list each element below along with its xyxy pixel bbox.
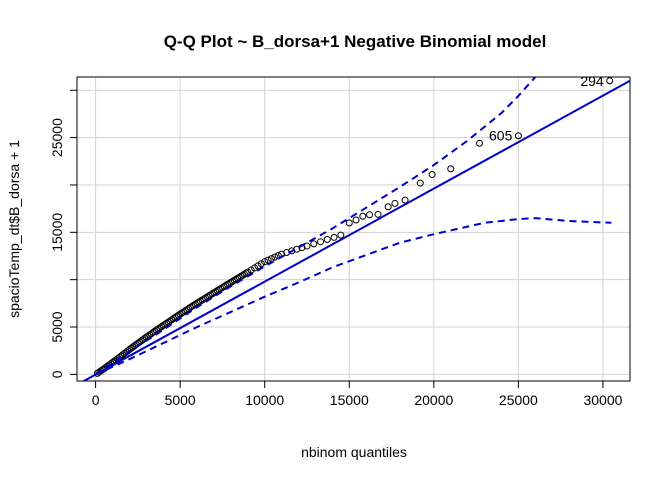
data-point: [242, 269, 250, 277]
lower-envelope-line: [95, 217, 612, 376]
data-point: [323, 236, 331, 244]
reference-line: [81, 79, 630, 381]
y-tick-label: 25000: [49, 118, 65, 157]
data-point: [447, 165, 455, 173]
x-tick-label: 15000: [330, 392, 369, 408]
data-point: [208, 290, 216, 298]
data-point: [210, 289, 218, 297]
x-tick-label: 10000: [245, 392, 284, 408]
data-point: [288, 247, 296, 255]
data-point: [374, 210, 382, 218]
data-point: [337, 231, 345, 239]
plot-frame: [76, 76, 631, 382]
data-point: [416, 179, 424, 187]
data-point: [230, 276, 238, 284]
data-point: [198, 296, 206, 304]
data-point: [428, 171, 436, 179]
data-point: [401, 196, 409, 204]
data-point: [264, 256, 272, 264]
data-point: [232, 275, 240, 283]
data-point: [271, 253, 279, 261]
grid-lines: [77, 77, 630, 381]
data-point: [303, 242, 311, 250]
data-point: [384, 203, 392, 211]
data-point: [606, 77, 614, 85]
data-point: [317, 238, 325, 246]
data-point: [475, 139, 483, 147]
y-axis-label: spacioTemp_dt$B_dorsa + 1: [6, 140, 22, 318]
data-point: [247, 266, 255, 274]
x-tick-label: 30000: [583, 392, 622, 408]
point-label: 294: [580, 73, 604, 89]
x-tick-label: 0: [92, 392, 100, 408]
x-axis-label: nbinom quantiles: [301, 444, 407, 460]
data-point: [257, 260, 265, 268]
y-tick-label: 15000: [49, 213, 65, 252]
data-point: [261, 258, 269, 266]
chart-title: Q-Q Plot ~ B_dorsa+1 Negative Binomial m…: [164, 32, 547, 51]
data-point: [251, 264, 259, 272]
upper-envelope-line: [95, 77, 537, 376]
data-point: [391, 199, 399, 207]
x-tick-label: 25000: [499, 392, 538, 408]
data-point: [352, 216, 360, 224]
data-point: [359, 212, 367, 220]
y-tick-label: 0: [49, 370, 65, 378]
x-tick-label: 20000: [414, 392, 453, 408]
data-point: [330, 233, 338, 241]
data-point: [218, 284, 226, 292]
data-point: [200, 295, 208, 303]
y-tick-label: 5000: [49, 311, 65, 342]
data-point: [240, 270, 248, 278]
point-label: 605: [489, 128, 513, 144]
x-tick-label: 5000: [165, 392, 196, 408]
axes: 0 5000 10000 15000 20000 25000 30000 0 5000 15000…: [49, 89, 623, 408]
data-point: [239, 271, 247, 279]
data-point: [229, 277, 237, 285]
data-point: [514, 132, 522, 140]
data-point: [366, 211, 374, 219]
data-point: [310, 240, 318, 248]
point-labels: 294 605: [489, 73, 604, 144]
data-point: [345, 219, 353, 227]
reference-and-envelope-lines: [81, 77, 630, 381]
data-point: [220, 282, 228, 290]
data-point: [254, 262, 262, 270]
data-point: [244, 268, 252, 276]
